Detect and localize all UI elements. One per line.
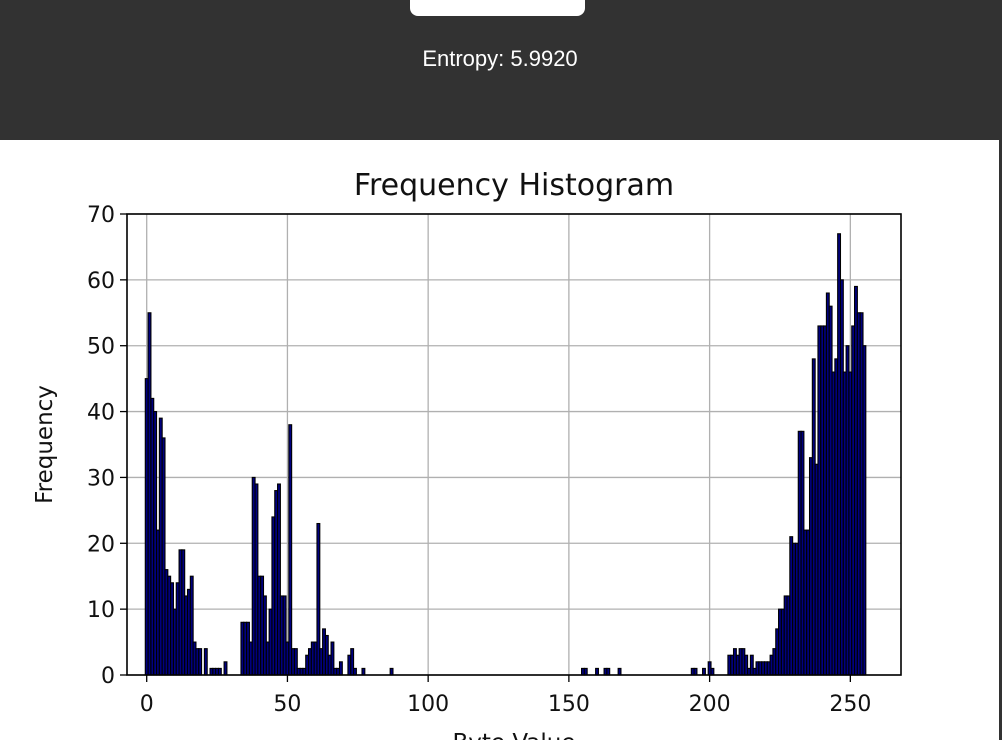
- x-tick-label-200: 200: [689, 692, 731, 717]
- chart-title: Frequency Histogram: [354, 168, 674, 203]
- window-right-border: [999, 140, 1002, 740]
- x-axis-label: Byte Value: [452, 730, 575, 740]
- x-tick-label-150: 150: [548, 692, 590, 717]
- bar-156: [583, 667, 588, 676]
- bar-77: [361, 667, 366, 676]
- y-tick-label-40: 40: [87, 401, 115, 426]
- header-button[interactable]: [410, 0, 585, 16]
- bar-198: [702, 667, 706, 676]
- bar-255: [862, 345, 867, 676]
- bar-168: [617, 667, 622, 676]
- bar-19: [198, 648, 203, 676]
- axis-ticks: 0 50 100 150 200 250 0 10 20 30 40 50 60 70: [87, 203, 871, 717]
- histogram-chart: 0 50 100 150 200 250 0 10 20 30 40 50 60 70 Frequency…: [0, 140, 999, 744]
- header-bar: Entropy: 5.9920: [0, 0, 1002, 140]
- x-tick-label-0: 0: [140, 692, 154, 717]
- y-axis-label: Frequency: [32, 385, 58, 504]
- plot-frame: [126, 213, 902, 676]
- histogram-svg: 0 50 100 150 200 250 0 10 20 30 40 50 60 70 Frequency…: [32, 168, 902, 744]
- y-tick-label-60: 60: [87, 269, 115, 294]
- y-tick-label-10: 10: [87, 598, 115, 623]
- bar-28: [223, 661, 228, 676]
- bar-51: [288, 424, 293, 676]
- bar-164: [606, 667, 611, 676]
- bar-87: [389, 667, 394, 676]
- x-tick-label-250: 250: [829, 692, 871, 717]
- x-tick-label-100: 100: [407, 692, 449, 717]
- bar-21: [203, 648, 208, 676]
- bar-26: [217, 667, 222, 676]
- y-tick-label-50: 50: [87, 335, 115, 360]
- bar-201: [710, 667, 715, 676]
- y-tick-label-20: 20: [87, 532, 115, 557]
- entropy-label: Entropy: 5.9920: [422, 46, 578, 71]
- y-tick-label-0: 0: [101, 664, 115, 689]
- bar-195: [693, 667, 698, 676]
- y-tick-label-30: 30: [87, 466, 115, 491]
- bar-74: [353, 667, 357, 676]
- x-tick-label-50: 50: [273, 692, 301, 717]
- bar-69: [338, 661, 343, 676]
- y-tick-label-70: 70: [87, 203, 115, 228]
- bar-160: [595, 667, 599, 676]
